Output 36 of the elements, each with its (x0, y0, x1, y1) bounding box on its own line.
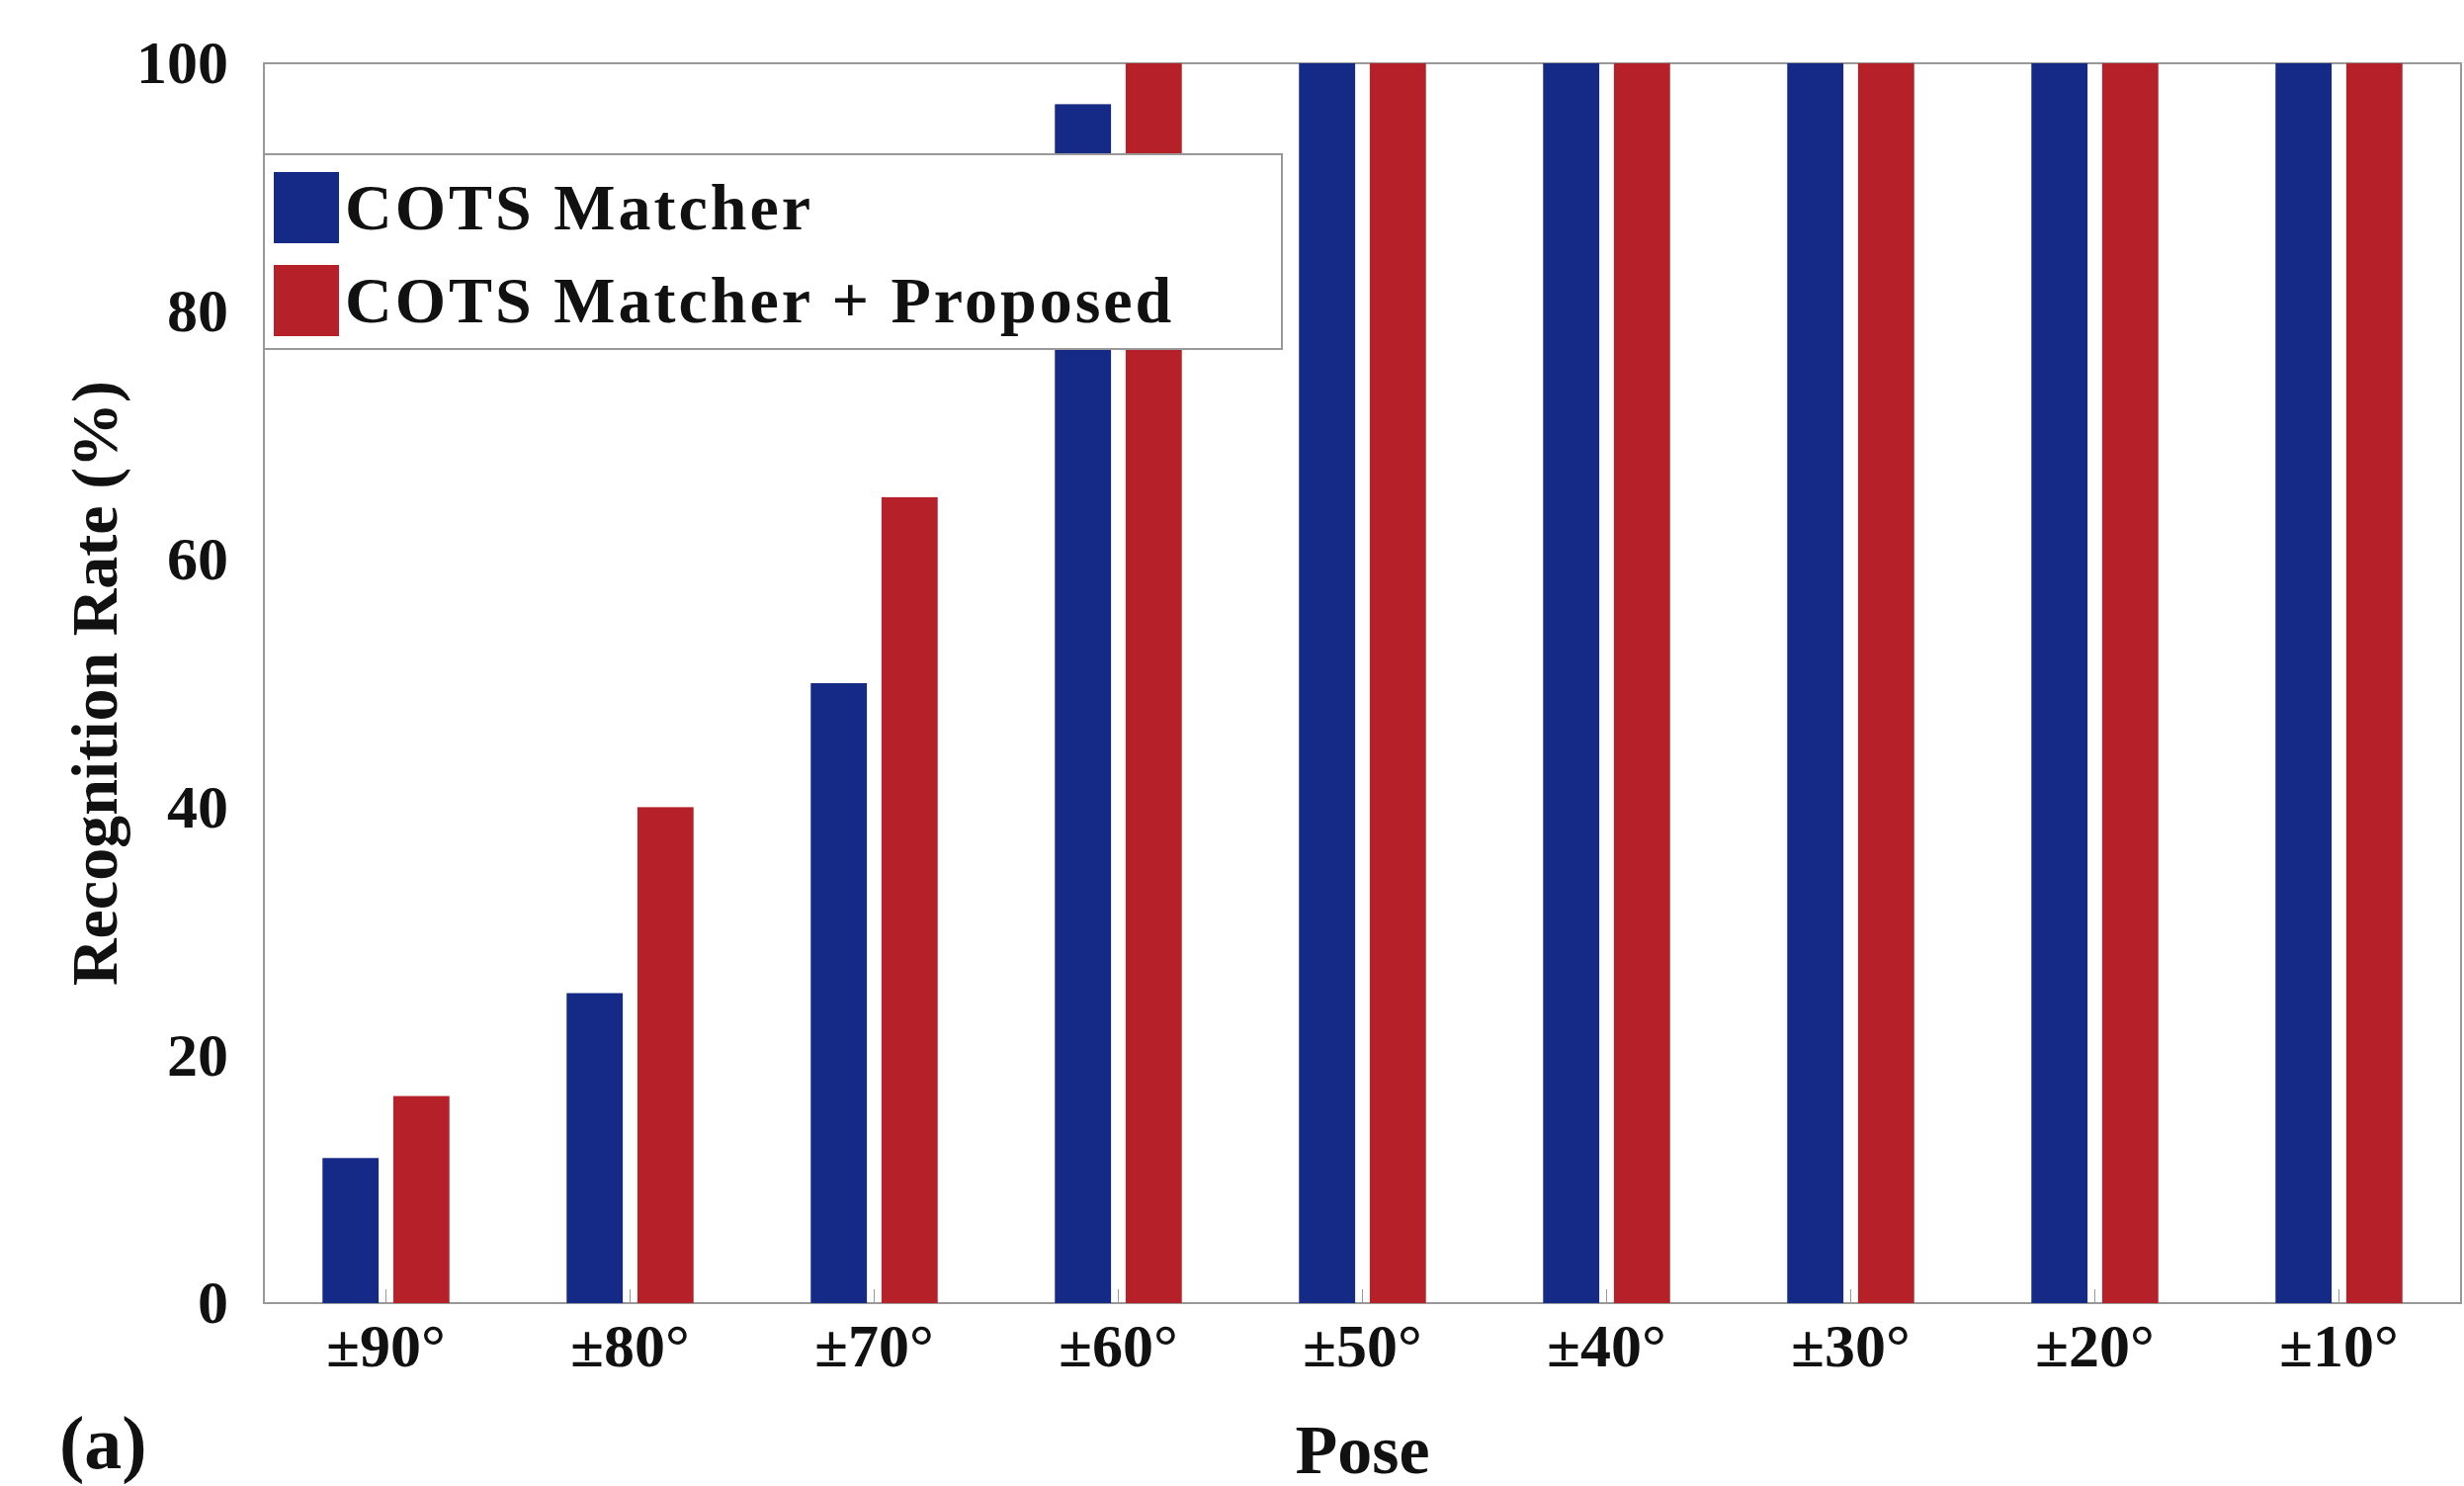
y-tick-label: 40 (167, 772, 228, 840)
bar (2275, 63, 2333, 1303)
bar (2031, 63, 2088, 1303)
x-tick-label: ±70° (814, 1312, 934, 1380)
x-axis-title: Pose (1295, 1412, 1430, 1486)
bar (392, 1095, 450, 1303)
x-tick-label: ±90° (326, 1312, 446, 1380)
bar (2101, 63, 2159, 1303)
x-tick-label: ±40° (1547, 1312, 1666, 1380)
y-tick-label: 20 (167, 1020, 228, 1089)
legend-label: COTS Matcher (345, 171, 814, 243)
bar (810, 683, 868, 1303)
y-axis-title: Recognition Rate (%) (58, 380, 131, 987)
text: (a) (59, 1401, 147, 1485)
x-tick-label: ±30° (1791, 1312, 1911, 1380)
bar (637, 807, 694, 1303)
x-tick-label: ±50° (1303, 1312, 1422, 1380)
bar (1369, 63, 1426, 1303)
bar (566, 993, 624, 1303)
bar (1543, 63, 1600, 1303)
legend-label: COTS Matcher + Proposed (345, 264, 1175, 336)
bar (2345, 63, 2403, 1303)
x-tick-label: ±10° (2279, 1312, 2399, 1380)
bar (1857, 63, 1914, 1303)
x-tick-label: ±60° (1059, 1312, 1178, 1380)
y-tick-label: 0 (198, 1268, 228, 1337)
bar (1613, 63, 1670, 1303)
x-tick-label: ±80° (570, 1312, 690, 1380)
y-tick-label: 100 (136, 29, 228, 97)
bar (881, 496, 938, 1303)
bar (322, 1158, 380, 1303)
bar (1787, 63, 1844, 1303)
y-tick-label: 60 (167, 524, 228, 592)
x-tick-label: ±20° (2035, 1312, 2155, 1380)
bar (1299, 63, 1356, 1303)
y-tick-label: 80 (167, 277, 228, 345)
